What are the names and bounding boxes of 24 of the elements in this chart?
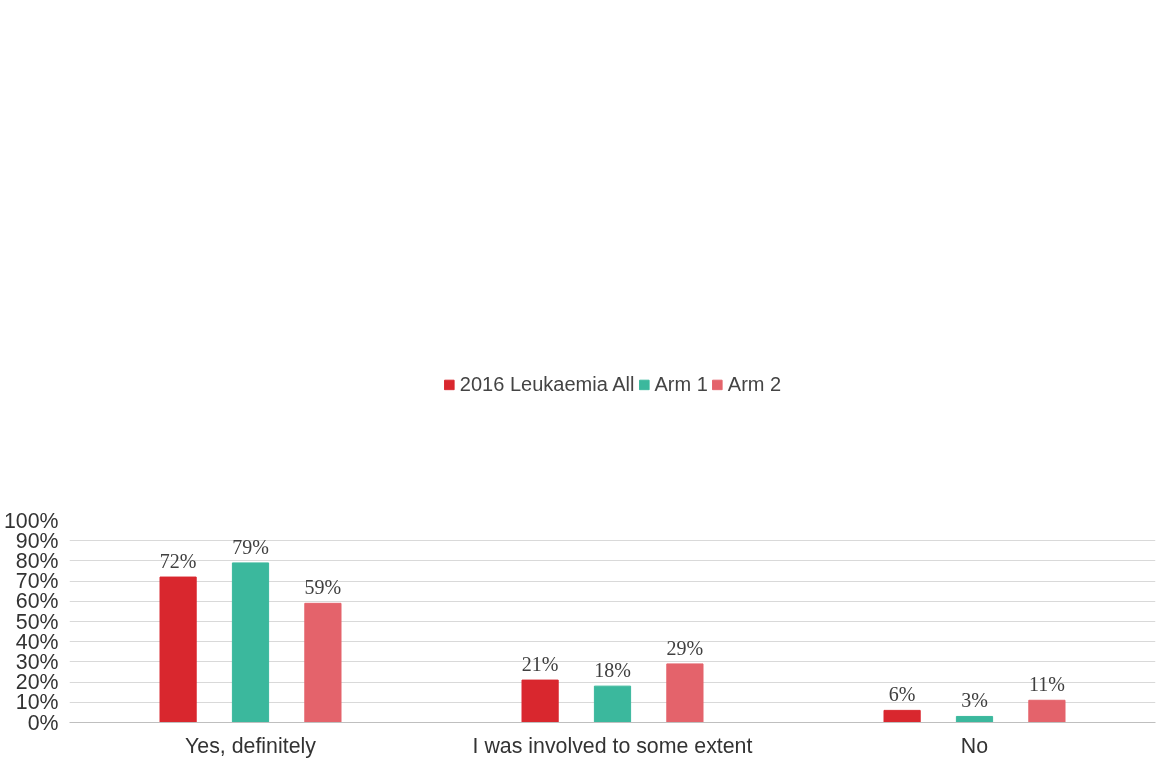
bar	[521, 679, 559, 723]
bar	[159, 576, 197, 723]
bar	[955, 715, 994, 723]
legend-label: 2016 Leukaemia All	[459, 372, 635, 396]
bar	[304, 602, 342, 723]
bar	[666, 663, 704, 723]
bar	[883, 709, 921, 723]
data-label: 59%	[304, 576, 342, 599]
data-label: 3%	[961, 689, 988, 712]
data-label: 6%	[888, 683, 916, 706]
data-label: 21%	[521, 653, 559, 676]
bar	[1028, 699, 1066, 723]
data-label: 79%	[232, 535, 269, 558]
legend-label: Arm 1	[654, 372, 708, 396]
data-label: 18%	[594, 659, 631, 682]
legend-label: Arm 2	[727, 372, 782, 396]
bar	[593, 685, 632, 723]
data-label: 72%	[159, 550, 197, 573]
data-label: 11%	[1028, 673, 1065, 696]
bar	[231, 562, 270, 723]
x-tick-label: No	[960, 733, 989, 758]
data-label: 29%	[666, 636, 704, 659]
x-tick-label: Yes, definitely	[185, 733, 317, 758]
x-tick-label: I was involved to some extent	[472, 733, 753, 758]
